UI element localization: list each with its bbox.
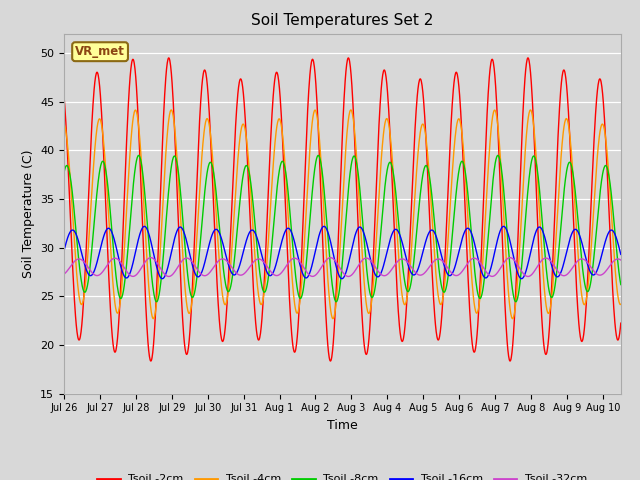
X-axis label: Time: Time (327, 419, 358, 432)
Text: VR_met: VR_met (75, 45, 125, 58)
Title: Soil Temperatures Set 2: Soil Temperatures Set 2 (252, 13, 433, 28)
Legend: Tsoil -2cm, Tsoil -4cm, Tsoil -8cm, Tsoil -16cm, Tsoil -32cm: Tsoil -2cm, Tsoil -4cm, Tsoil -8cm, Tsoi… (93, 470, 592, 480)
Y-axis label: Soil Temperature (C): Soil Temperature (C) (22, 149, 35, 278)
